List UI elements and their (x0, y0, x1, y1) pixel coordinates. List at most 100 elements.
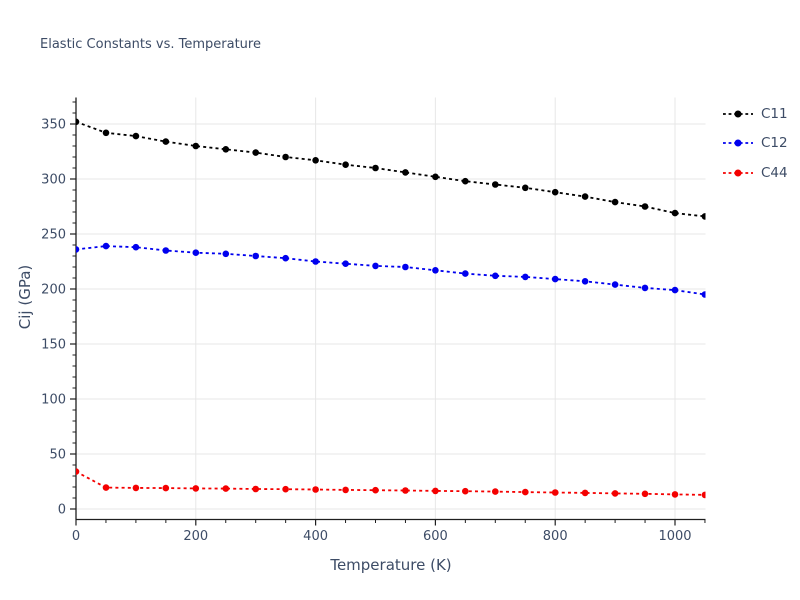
legend-label: C44 (761, 164, 788, 181)
data-point-C12 (492, 272, 499, 280)
data-point-C44 (432, 487, 439, 495)
chart-title: Elastic Constants vs. Temperature (40, 37, 261, 52)
data-point-C11 (551, 188, 559, 196)
data-point-C44 (282, 485, 289, 493)
legend-marker (734, 139, 742, 147)
data-point-C44 (611, 490, 619, 497)
data-point-C44 (581, 489, 589, 497)
data-point-C12 (581, 278, 589, 285)
y-tick-label: 200 (41, 283, 66, 298)
x-tick-label: 200 (183, 529, 208, 544)
y-tick-label: 300 (41, 173, 66, 188)
data-point-C12 (312, 258, 319, 265)
legend-marker (734, 110, 742, 118)
data-point-C44 (551, 489, 559, 496)
y-axis-label: Cij (GPa) (16, 264, 34, 330)
data-point-C11 (282, 153, 289, 161)
data-point-C12 (551, 275, 559, 283)
data-point-C12 (342, 260, 349, 268)
data-point-C44 (462, 487, 469, 495)
data-point-C11 (132, 132, 140, 140)
data-point-C44 (522, 488, 529, 496)
x-tick-label: 800 (543, 529, 568, 544)
legend: C11 C12 C44 (722, 99, 788, 188)
data-point-C11 (701, 213, 706, 220)
legend-entry-c12: C12 (722, 129, 788, 159)
data-point-C12 (641, 284, 649, 292)
data-point-C11 (402, 169, 409, 176)
data-point-C12 (102, 242, 110, 250)
data-point-C11 (432, 173, 439, 181)
data-point-C44 (342, 486, 349, 494)
y-tick-label: 250 (41, 228, 66, 243)
x-axis-label: Temperature (K) (330, 556, 452, 574)
data-point-C12 (372, 262, 379, 270)
data-point-C12 (462, 270, 469, 277)
legend-label: C11 (761, 105, 788, 122)
data-point-C44 (252, 485, 259, 493)
series-C44 (76, 468, 706, 499)
data-point-C11 (581, 193, 589, 200)
y-tick-label: 50 (49, 448, 66, 463)
data-point-C44 (162, 484, 170, 492)
data-point-C12 (611, 281, 619, 288)
data-point-C12 (132, 243, 140, 251)
legend-marker (734, 169, 742, 177)
x-tick-label: 0 (72, 529, 80, 544)
data-point-C44 (132, 484, 140, 492)
series-line-C44 (76, 470, 705, 496)
legend-entry-c11: C11 (722, 99, 788, 129)
data-point-C44 (402, 487, 409, 494)
data-point-C44 (701, 491, 706, 499)
data-point-C12 (222, 250, 230, 258)
data-point-C12 (402, 263, 409, 271)
legend-line-sample-icon (723, 139, 753, 147)
data-point-C12 (671, 286, 679, 294)
legend-line-sample-icon (723, 169, 753, 177)
data-point-C11 (671, 209, 679, 217)
y-tick-label: 100 (41, 393, 66, 408)
data-point-C44 (102, 484, 110, 491)
data-point-C12 (701, 291, 706, 298)
data-point-C12 (192, 249, 200, 256)
data-point-C44 (312, 486, 319, 493)
series-line-C11 (76, 120, 705, 218)
data-point-C44 (192, 485, 200, 492)
legend-entry-c44: C44 (722, 158, 788, 188)
data-point-C11 (252, 149, 259, 156)
series-C11 (76, 118, 706, 220)
data-point-C11 (222, 146, 230, 153)
data-point-C11 (102, 129, 110, 137)
data-point-C12 (162, 247, 170, 254)
data-point-C11 (76, 118, 80, 126)
data-point-C44 (372, 486, 379, 494)
data-point-C11 (162, 138, 170, 145)
data-point-C44 (641, 490, 649, 498)
data-point-C11 (312, 157, 319, 164)
data-point-C44 (222, 485, 230, 492)
data-point-C11 (611, 198, 619, 206)
legend-label: C12 (761, 135, 788, 152)
data-point-C11 (522, 184, 529, 192)
series-C12 (76, 242, 706, 298)
data-point-C44 (76, 468, 80, 475)
data-point-C12 (252, 252, 259, 260)
x-tick-label: 600 (423, 529, 448, 544)
data-point-C11 (192, 142, 200, 150)
data-point-C12 (522, 273, 529, 281)
x-tick-label: 400 (303, 529, 328, 544)
data-point-C11 (641, 203, 649, 210)
series-line-C12 (76, 245, 706, 296)
data-point-C44 (492, 488, 499, 495)
data-point-C11 (342, 161, 349, 168)
y-tick-label: 350 (41, 118, 66, 133)
y-tick-label: 0 (58, 503, 66, 518)
data-point-C44 (671, 491, 679, 498)
data-point-C12 (76, 246, 80, 253)
data-point-C11 (492, 181, 499, 188)
data-point-C12 (282, 254, 289, 262)
data-point-C11 (462, 177, 469, 185)
x-tick-label: 1000 (658, 529, 691, 544)
y-tick-label: 150 (41, 338, 66, 353)
